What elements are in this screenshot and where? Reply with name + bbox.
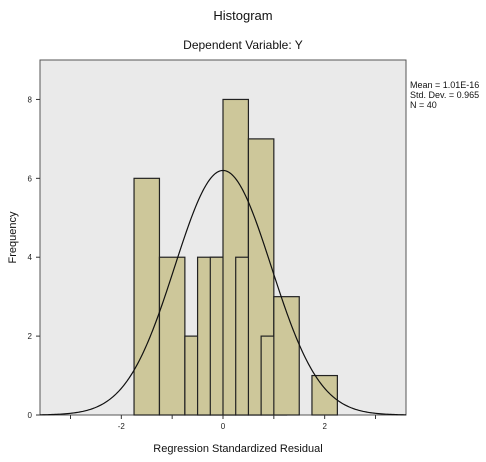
y-tick-label-8: 8 <box>28 95 33 104</box>
histogram-bar-0 <box>133 177 161 416</box>
stat-mean: Mean = 1.01E-16 <box>410 80 480 90</box>
stat-n: N = 40 <box>410 100 437 110</box>
y-axis-label: Frequency <box>7 211 19 263</box>
x-tick-label-0: -2 <box>118 422 126 431</box>
histogram-bar-1 <box>158 256 186 416</box>
chart-subtitle: Dependent Variable: Y <box>183 38 303 52</box>
chart-title: Histogram <box>213 8 273 23</box>
histogram-bar-10 <box>311 374 338 416</box>
x-axis-label: Regression Standardized Residual <box>153 443 322 455</box>
x-tick-label-2: 2 <box>322 422 327 431</box>
y-tick-label-2: 2 <box>28 332 33 341</box>
histogram-bar-9 <box>273 296 300 416</box>
x-tick-label-1: 0 <box>221 422 226 431</box>
stat-stddev: Std. Dev. = 0.965 <box>410 90 480 100</box>
y-tick-label-6: 6 <box>28 174 33 183</box>
y-tick-label-4: 4 <box>28 253 33 262</box>
y-tick-label-0: 0 <box>28 411 33 420</box>
normal-curve <box>39 169 407 416</box>
stats-box: Mean = 1.01E-16 Std. Dev. = 0.965 N = 40 <box>410 80 479 110</box>
